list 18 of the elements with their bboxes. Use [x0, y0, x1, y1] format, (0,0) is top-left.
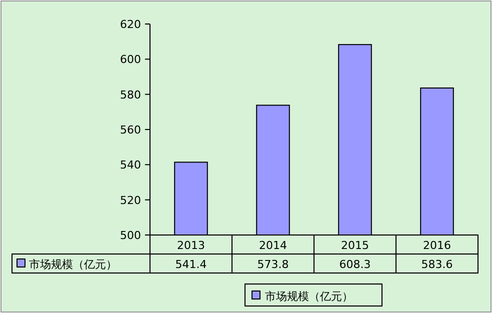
- x-tick-label: 2015: [341, 239, 369, 252]
- y-tick-label: 620: [120, 18, 141, 31]
- legend: 市场规模（亿元）: [244, 284, 382, 306]
- text: 市场规模（亿元）: [29, 258, 117, 271]
- y-tick-label: 500: [120, 229, 141, 242]
- y-tick-label: 560: [120, 124, 141, 136]
- data-label: 608.3: [339, 258, 371, 271]
- x-tick-label: 2013: [177, 239, 205, 252]
- data-label: 573.8: [257, 258, 289, 271]
- x-tick-label: 2016: [423, 239, 451, 252]
- legend-label: 市场规模（亿元）: [265, 290, 353, 303]
- data-label: 583.6: [421, 258, 453, 271]
- y-tick-label: 520: [120, 194, 141, 207]
- x-tick-label: 2014: [259, 239, 287, 252]
- y-tick-label: 580: [120, 88, 141, 102]
- y-tick-label: 540: [120, 158, 141, 172]
- data-label: 541.4: [175, 258, 207, 271]
- y-tick-label: 600: [120, 53, 141, 66]
